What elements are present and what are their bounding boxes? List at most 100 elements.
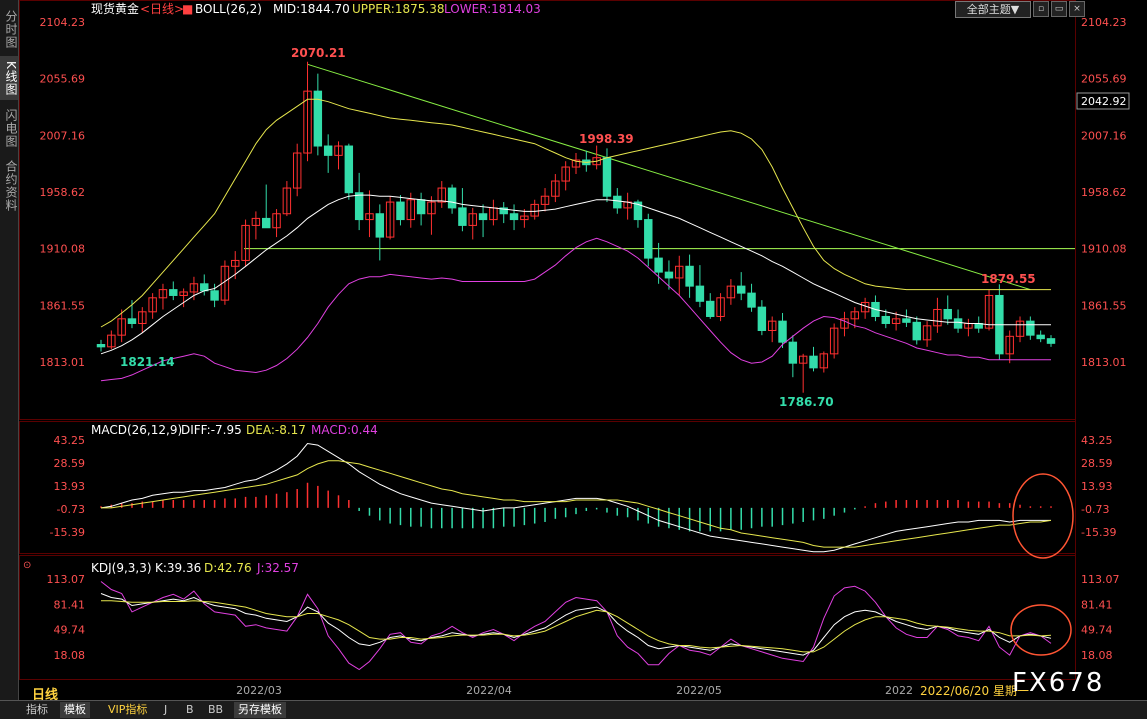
boll-lower-line <box>100 237 1051 382</box>
candle-body <box>881 315 891 324</box>
candle-body <box>922 325 932 341</box>
price-tick-left: 1910.08 <box>40 243 86 256</box>
price-tick-left: 2104.23 <box>40 16 86 29</box>
candle-body <box>695 285 705 302</box>
tab-bb[interactable]: BB <box>208 703 224 716</box>
macd-tick-left: 43.25 <box>54 434 86 447</box>
trend-line <box>307 63 1031 291</box>
macd-highlight-circle <box>1012 473 1074 559</box>
candle-body <box>251 217 261 226</box>
tab-j[interactable]: J <box>164 703 168 716</box>
boll-mid: MID:1844.70 <box>273 2 350 16</box>
candle-body <box>416 199 426 215</box>
candle-body <box>241 224 250 261</box>
candle-body <box>551 180 560 197</box>
candle-body <box>169 289 178 296</box>
sidebar-tab-timeshare[interactable]: 分时图 <box>4 9 18 49</box>
macd-dea: DEA:-8.17 <box>246 423 306 437</box>
tab-template[interactable]: 模板 <box>60 702 90 718</box>
candle-body <box>272 213 281 229</box>
macd-tick-left: -15.39 <box>50 526 85 539</box>
left-sidebar: 分时图 K线图 闪电图 合约资料 <box>0 0 19 700</box>
kdj-j-line <box>100 581 1052 671</box>
kdj-tick-right: 18.08 <box>1081 649 1113 662</box>
sidebar-tab-kline[interactable]: K线图 <box>0 56 18 100</box>
kdj-k: K:39.36 <box>155 561 201 575</box>
price-tick-right: 1861.55 <box>1081 299 1127 312</box>
annotation-right-high: 1879.55 <box>981 272 1036 286</box>
macd-tick-right: 28.59 <box>1081 457 1113 470</box>
price-tick-right: 2104.23 <box>1081 16 1127 29</box>
x-axis-tick: 2022 <box>885 684 913 697</box>
price-tick-right: 2055.69 <box>1081 73 1127 86</box>
candle-body <box>189 283 199 293</box>
kdj-settings-icon[interactable]: ⊙ <box>23 560 31 571</box>
candle-body <box>571 159 581 168</box>
annotation-low-left: 1821.14 <box>120 355 175 369</box>
tab-indicator[interactable]: 指标 <box>26 703 48 716</box>
candle-body <box>303 90 312 154</box>
chart-area[interactable]: 2104.23 2104.23 2055.69 2055.69 2007.16 2007.… <box>19 0 1147 700</box>
macd-tick-right: 43.25 <box>1081 434 1113 447</box>
price-tick-right: 1910.08 <box>1081 243 1127 256</box>
sidebar-tab-flash[interactable]: 闪电图 <box>4 108 18 148</box>
candle-body <box>107 334 116 348</box>
candle-body <box>664 271 674 279</box>
candle-body <box>778 320 787 343</box>
candle-body <box>767 320 777 331</box>
boll-marker-icon: ■ <box>182 2 193 16</box>
price-tick-left: 2007.16 <box>40 129 86 142</box>
macd-name: MACD(26,12,9) <box>91 423 182 437</box>
window-close-icon[interactable]: × <box>1069 1 1085 17</box>
candle-body <box>902 318 911 323</box>
candle-body <box>354 192 364 221</box>
candle-body <box>850 311 860 320</box>
candle-body <box>313 90 323 147</box>
candle-body <box>1005 335 1014 355</box>
tab-save-template[interactable]: 另存模板 <box>234 702 286 718</box>
current-price-box <box>1076 92 1130 110</box>
candle-body <box>737 285 746 294</box>
macd-tick-right: 13.93 <box>1081 480 1113 493</box>
bottom-tab-bar: 指标 模板 VIP指标 J B BB 另存模板 <box>0 700 1147 719</box>
candle-body <box>406 199 415 221</box>
candle-body <box>829 327 839 355</box>
chart-canvas[interactable]: 2104.23 2104.23 2055.69 2055.69 2007.16 2007.… <box>19 0 1147 700</box>
candle-body <box>427 201 436 215</box>
macd-dea-line <box>101 460 1052 548</box>
candle-body <box>499 207 508 215</box>
kdj-tick-right: 81.41 <box>1081 598 1113 611</box>
x-axis-tick: 2022/04 <box>466 684 512 697</box>
candle-body <box>613 195 622 209</box>
candle-body <box>210 290 219 301</box>
candle-body <box>375 213 385 238</box>
candle-body <box>840 318 849 329</box>
candle-body <box>757 306 767 331</box>
annotation-low: 1786.70 <box>779 395 834 409</box>
candle-body <box>644 219 653 259</box>
kdj-d-line <box>101 600 1052 653</box>
x-axis-tick: 2022/03 <box>236 684 282 697</box>
kdj-tick-left: 49.74 <box>54 624 86 637</box>
cursor-date-label: 2022/06/20 星期一 <box>920 684 1029 698</box>
candle-body <box>365 213 374 221</box>
period-label: 日线 <box>32 688 59 703</box>
tab-vip-indicator[interactable]: VIP指标 <box>108 703 148 716</box>
theme-dropdown-button[interactable]: 全部主题▼ <box>955 1 1031 18</box>
kdj-k-line <box>100 593 1052 656</box>
boll-upper-line <box>100 98 1051 328</box>
sidebar-tab-contract[interactable]: 合约资料 <box>4 160 18 212</box>
window-restore-icon[interactable]: ▫ <box>1033 1 1049 17</box>
candle-body <box>468 213 477 226</box>
candle-body <box>292 152 302 189</box>
candle-body <box>520 215 529 221</box>
window-minimize-icon[interactable]: ▭ <box>1051 1 1067 17</box>
candle-body <box>943 308 952 320</box>
candle-body <box>385 201 395 238</box>
candle-body <box>96 343 106 348</box>
macd-tick-left: 13.93 <box>54 480 86 493</box>
candle-body <box>602 157 612 197</box>
price-tick-right: 2007.16 <box>1081 129 1127 142</box>
candle-body <box>798 355 808 364</box>
tab-b[interactable]: B <box>186 703 194 716</box>
